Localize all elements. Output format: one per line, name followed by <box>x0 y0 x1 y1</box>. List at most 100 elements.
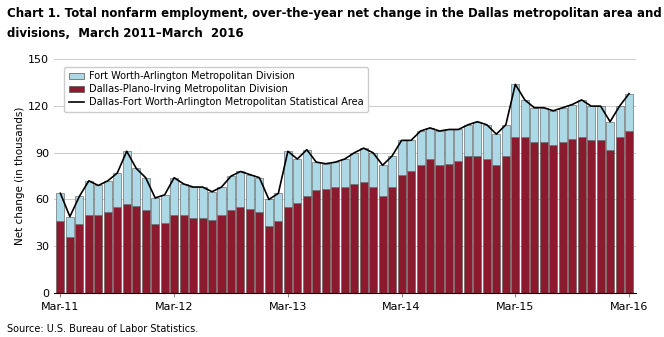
Bar <box>483 159 491 293</box>
Bar <box>236 172 244 207</box>
Bar <box>549 111 557 145</box>
Bar <box>492 165 501 293</box>
Bar <box>303 150 311 196</box>
Bar <box>502 125 510 156</box>
Bar <box>568 139 576 293</box>
Bar <box>521 100 529 137</box>
Bar <box>274 221 282 293</box>
Bar <box>293 159 301 203</box>
Bar <box>483 125 491 159</box>
Bar <box>208 220 216 293</box>
Bar <box>218 215 226 293</box>
Bar <box>189 218 197 293</box>
Bar <box>596 140 605 293</box>
Bar <box>369 187 377 293</box>
Bar <box>199 187 207 218</box>
Bar <box>265 200 273 226</box>
Bar <box>66 217 74 237</box>
Bar <box>170 215 178 293</box>
Bar <box>568 104 576 139</box>
Bar <box>445 129 453 164</box>
Text: divisions,  March 2011–March  2016: divisions, March 2011–March 2016 <box>7 27 243 40</box>
Bar <box>378 165 386 196</box>
Bar <box>208 192 216 220</box>
Bar <box>274 193 282 221</box>
Bar <box>540 142 548 293</box>
Bar <box>521 137 529 293</box>
Bar <box>587 106 595 140</box>
Bar <box>540 108 548 142</box>
Bar <box>464 156 472 293</box>
Bar <box>426 159 434 293</box>
Bar <box>454 129 463 161</box>
Bar <box>549 145 557 293</box>
Bar <box>265 226 273 293</box>
Bar <box>66 237 74 293</box>
Bar <box>341 159 349 187</box>
Bar <box>322 164 330 189</box>
Bar <box>596 106 605 140</box>
Bar <box>398 140 406 175</box>
Bar <box>123 151 131 204</box>
Bar <box>312 162 320 190</box>
Bar <box>85 215 93 293</box>
Bar <box>416 165 424 293</box>
Bar <box>331 162 339 187</box>
Bar <box>360 148 368 182</box>
Bar <box>606 122 614 150</box>
Bar <box>312 190 320 293</box>
Bar <box>114 173 122 207</box>
Bar <box>492 134 501 165</box>
Legend: Fort Worth-Arlington Metropolitan Division, Dallas-Plano-Irving Metropolitan Div: Fort Worth-Arlington Metropolitan Divisi… <box>64 67 369 112</box>
Bar <box>436 165 444 293</box>
Bar <box>179 184 188 215</box>
Bar <box>56 193 64 221</box>
Bar <box>75 224 84 293</box>
Bar <box>464 125 472 156</box>
Bar <box>426 128 434 159</box>
Bar <box>558 142 567 293</box>
Bar <box>218 187 226 215</box>
Bar <box>531 142 539 293</box>
Bar <box>303 196 311 293</box>
Bar <box>246 209 254 293</box>
Text: Chart 1. Total nonfarm employment, over-the-year net change in the Dallas metrop: Chart 1. Total nonfarm employment, over-… <box>7 7 664 20</box>
Bar <box>179 215 188 293</box>
Bar <box>284 151 292 207</box>
Bar <box>511 84 519 137</box>
Bar <box>170 178 178 215</box>
Bar <box>625 131 633 293</box>
Bar <box>511 137 519 293</box>
Bar <box>161 223 169 293</box>
Bar <box>616 106 623 137</box>
Bar <box>360 182 368 293</box>
Bar <box>558 108 567 142</box>
Bar <box>398 175 406 293</box>
Bar <box>75 196 84 224</box>
Bar <box>578 137 586 293</box>
Bar <box>104 212 112 293</box>
Bar <box>189 187 197 218</box>
Bar <box>407 140 415 172</box>
Bar <box>616 137 623 293</box>
Bar <box>407 172 415 293</box>
Bar <box>132 168 140 206</box>
Bar <box>94 215 102 293</box>
Bar <box>531 108 539 142</box>
Bar <box>350 184 358 293</box>
Bar <box>151 198 159 224</box>
Bar <box>256 178 264 212</box>
Bar <box>388 156 396 187</box>
Bar <box>246 175 254 209</box>
Bar <box>322 189 330 293</box>
Bar <box>625 94 633 131</box>
Bar <box>369 153 377 187</box>
Bar <box>293 203 301 293</box>
Bar <box>104 181 112 212</box>
Bar <box>350 153 358 184</box>
Bar <box>227 176 235 210</box>
Bar <box>141 210 149 293</box>
Bar <box>123 204 131 293</box>
Bar <box>606 150 614 293</box>
Bar <box>132 206 140 293</box>
